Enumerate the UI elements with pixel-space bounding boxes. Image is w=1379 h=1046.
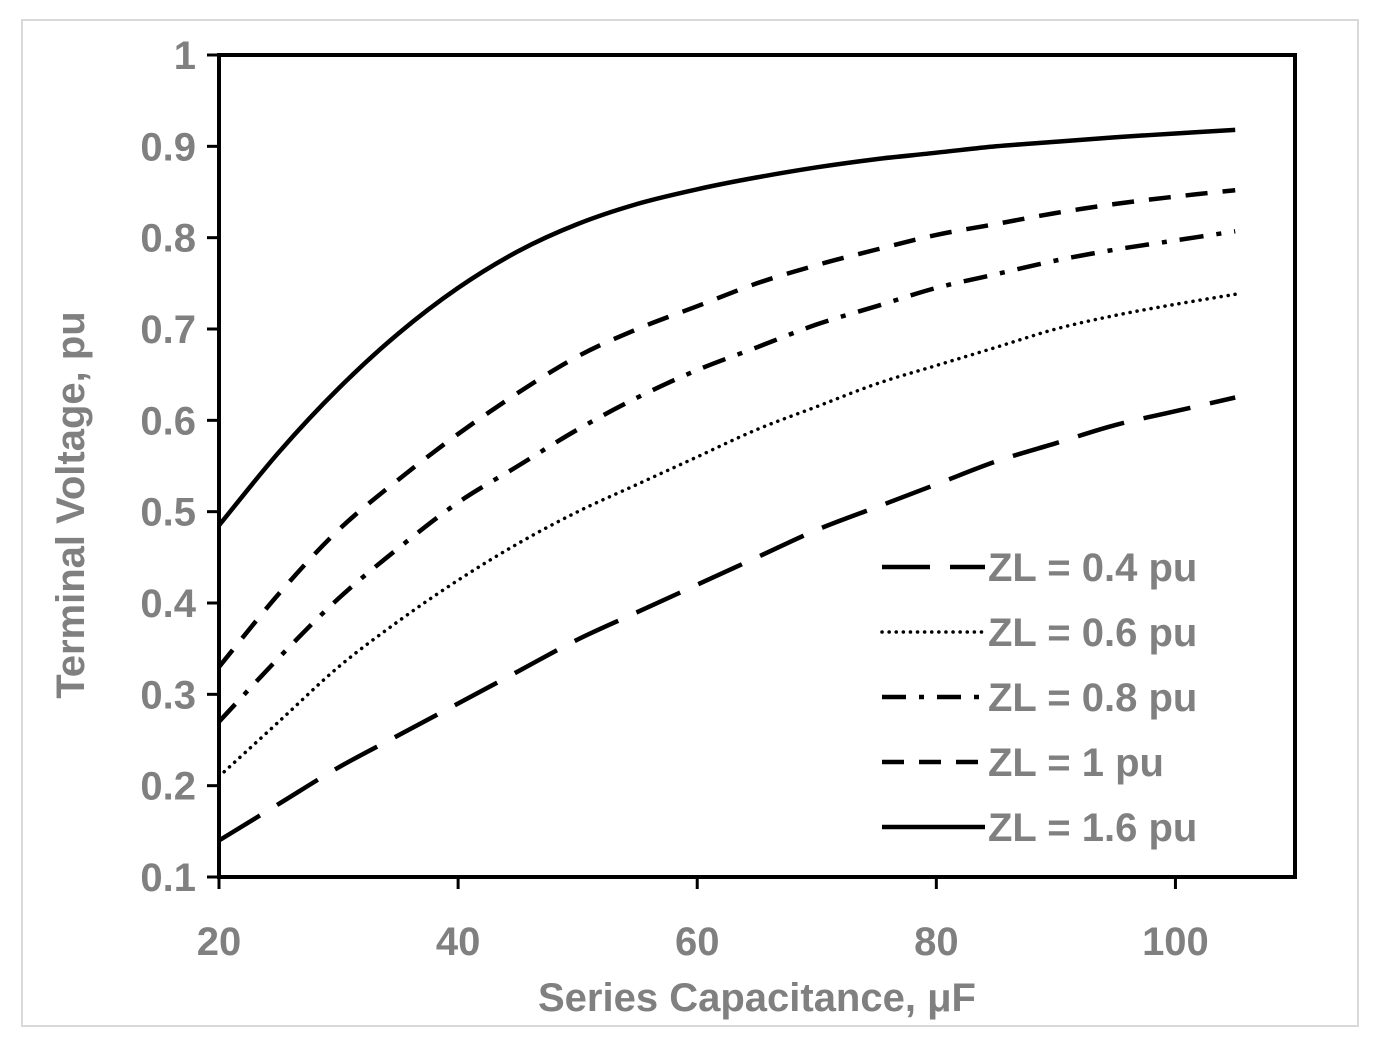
y-tick-label: 0.7	[140, 308, 196, 352]
y-axis-title: Terminal Voltage, pu	[49, 311, 93, 698]
series-line-zl-1-6-pu	[217, 127, 1236, 527]
x-tick-label: 20	[197, 920, 242, 964]
y-tick-labels: 0.1 0.2 0.3 0.4 0.5 0.6 0.7 0.8 0.9 1	[140, 34, 196, 900]
legend-label-zl-1-pu: ZL = 1 pu	[988, 741, 1164, 785]
x-tick-label: 80	[914, 920, 959, 964]
y-tick-label: 0.1	[140, 856, 196, 900]
x-axis-title: Series Capacitance, μF	[538, 976, 976, 1020]
x-tick-label: 100	[1142, 920, 1209, 964]
x-tick-label: 40	[436, 920, 481, 964]
series-line-zl-0-8-pu	[217, 229, 1236, 724]
y-tick-label: 0.4	[140, 582, 196, 626]
series-line-zl-0-4-pu	[217, 395, 1236, 843]
y-tick-label: 0.3	[140, 673, 196, 717]
x-tick-labels: 20 40 60 80 100	[197, 920, 1209, 964]
legend-label-zl-0-6-pu: ZL = 0.6 pu	[988, 611, 1197, 655]
series-line-zl-1-pu	[217, 187, 1236, 669]
legend-background	[870, 540, 1260, 865]
legend-label-zl-0-4-pu: ZL = 0.4 pu	[988, 546, 1197, 590]
y-tick-label: 0.8	[140, 217, 196, 261]
y-tick-label: 0.6	[140, 399, 196, 443]
y-tick-label: 0.5	[140, 491, 196, 535]
plot-frame	[217, 53, 1297, 879]
series-lines	[217, 127, 1237, 843]
y-tick-label: 0.2	[140, 765, 196, 809]
x-tick-label: 60	[675, 920, 720, 964]
legend: ZL = 0.4 pu ZL = 0.6 pu ZL = 0.8 pu ZL = 1 …	[880, 546, 1197, 850]
series-line-zl-0-6-pu	[217, 292, 1237, 779]
y-tick-label: 1	[174, 34, 196, 78]
legend-label-zl-1-6-pu: ZL = 1.6 pu	[988, 806, 1197, 850]
y-tick-label: 0.9	[140, 125, 196, 169]
legend-label-zl-0-8-pu: ZL = 0.8 pu	[988, 676, 1197, 720]
